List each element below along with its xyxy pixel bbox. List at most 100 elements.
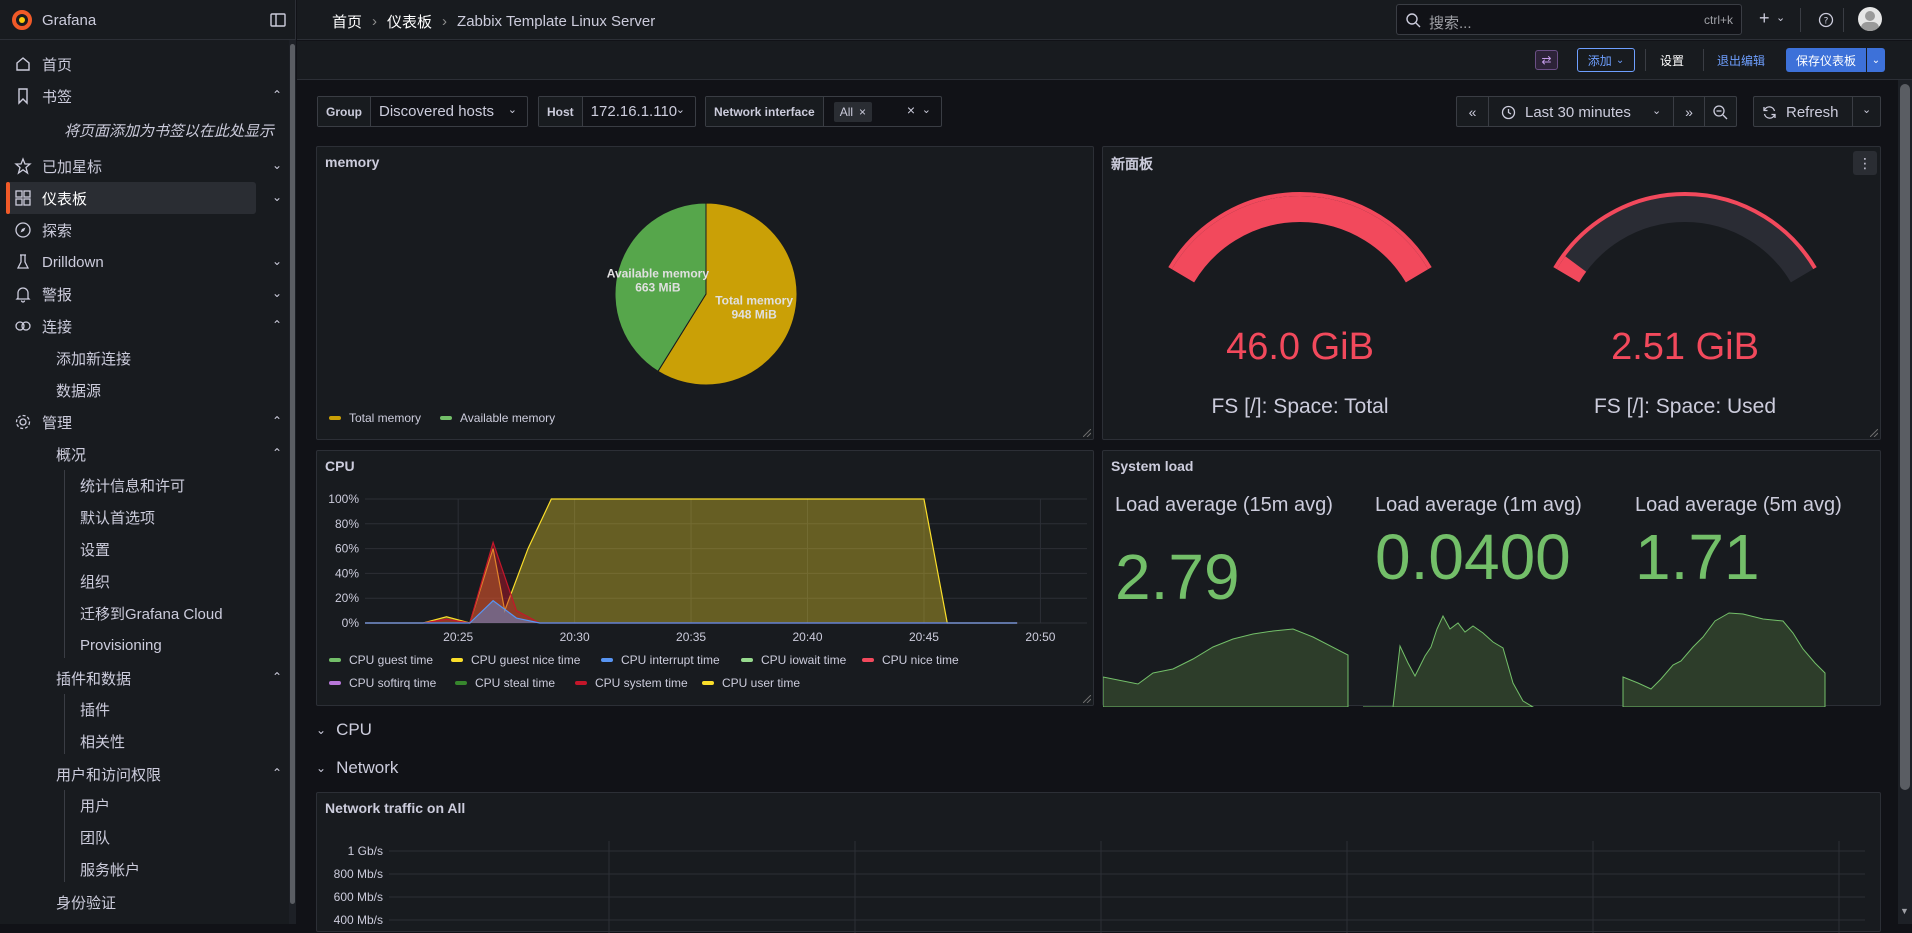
panel-network[interactable]: Network traffic on All 1 Gb/s 800 Mb/s 600…	[316, 792, 1881, 933]
nav-users-access[interactable]: 用户和访问权限 ⌃	[14, 759, 296, 789]
nav-plugins-data[interactable]: 插件和数据 ⌃	[14, 663, 296, 693]
nav-home[interactable]: 首页	[0, 49, 296, 79]
nav-bookmarks[interactable]: 书签 ⌃	[0, 81, 296, 111]
nav-add-connection[interactable]: 添加新连接	[56, 350, 132, 368]
pie-slice[interactable]	[657, 202, 798, 386]
clear-icon[interactable]: ×	[906, 102, 915, 118]
time-back-icon[interactable]: «	[1457, 97, 1489, 126]
pie-slice[interactable]	[614, 202, 707, 372]
nav-plugins[interactable]: 插件	[80, 701, 111, 719]
add-button[interactable]: 添加 ⌄	[1577, 48, 1635, 72]
variable-group[interactable]: Group Discovered hosts ⌄	[317, 96, 528, 127]
panel-cpu[interactable]: CPU 0% 20% 40% 60% 80% 100% 20:25 20:30 20:35 20:…	[316, 450, 1094, 706]
gauge-fill	[1556, 256, 1587, 283]
chevron-up-icon[interactable]: ⌃	[272, 766, 283, 780]
legend-item[interactable]: CPU guest nice time	[451, 653, 580, 667]
nav-service-accounts[interactable]: 服务帐户	[80, 861, 141, 879]
panel-new[interactable]: 新面板 ⋮ 46.0 GiB FS [/]: Space: Total 2.51 G…	[1102, 146, 1881, 440]
time-range-picker[interactable]: Last 30 minutes	[1525, 104, 1631, 121]
chevron-up-icon[interactable]: ⌃	[272, 670, 283, 684]
settings-button[interactable]: 设置	[1659, 53, 1684, 68]
legend-item[interactable]: CPU nice time	[862, 653, 959, 667]
nav-alerting[interactable]: 警报 ⌄	[0, 279, 296, 309]
legend-item[interactable]: CPU iowait time	[741, 653, 846, 667]
nav-migrate[interactable]: 迁移到Grafana Cloud	[80, 605, 223, 623]
exit-edit-button[interactable]: 退出编辑	[1716, 53, 1765, 68]
legend-item[interactable]: CPU system time	[575, 676, 688, 690]
home-icon	[16, 57, 30, 71]
row-cpu[interactable]: ⌄ CPU	[316, 718, 372, 742]
nav-admin[interactable]: 管理 ⌃	[0, 407, 296, 437]
chevron-up-icon[interactable]: ⌃	[272, 414, 283, 428]
chevron-up-icon[interactable]: ⌃	[272, 446, 283, 460]
y-tick-label: 60%	[335, 542, 359, 556]
chevron-down-icon[interactable]: ⌄	[1652, 105, 1662, 117]
chevron-down-icon[interactable]: ⌄	[272, 254, 283, 268]
nav-auth[interactable]: 身份验证	[56, 894, 117, 912]
breadcrumb-dashboards[interactable]: 仪表板	[387, 14, 433, 31]
gauge-label: FS [/]: Space: Used	[1594, 395, 1776, 418]
panel-menu-icon[interactable]: ⋮	[1853, 151, 1877, 175]
legend-item[interactable]: CPU user time	[702, 676, 800, 690]
save-options-chevron-icon[interactable]: ⌄	[1867, 48, 1885, 72]
nav-explore[interactable]: 探索	[0, 215, 296, 245]
chevron-down-icon[interactable]: ⌄	[272, 158, 283, 172]
nav-correlations[interactable]: 相关性	[80, 733, 126, 751]
legend-swatch	[329, 658, 341, 662]
close-icon[interactable]: ×	[859, 104, 867, 119]
panel-system-load[interactable]: System load Load average (15m avg) 2.79 …	[1102, 450, 1881, 707]
series-line[interactable]	[365, 599, 1018, 624]
nav-drilldown[interactable]: Drilldown ⌄	[0, 247, 296, 277]
plus-icon[interactable]: +	[1759, 8, 1770, 28]
series-line[interactable]	[365, 540, 1018, 624]
panel-memory[interactable]: memory Total memory 948 MiB Available memo…	[316, 146, 1094, 440]
nav-users[interactable]: 用户	[80, 797, 111, 815]
dock-menu-icon[interactable]	[270, 12, 286, 28]
switch-icon[interactable]: ⇄	[1535, 50, 1558, 70]
breadcrumb-home[interactable]: 首页	[332, 14, 363, 31]
chevron-down-icon[interactable]: ⌄	[272, 286, 283, 300]
legend-item[interactable]: CPU guest time	[329, 653, 433, 667]
refresh-button[interactable]: Refresh	[1786, 104, 1839, 121]
nav-dashboards[interactable]: 仪表板 ⌄	[0, 183, 296, 213]
legend-item[interactable]: CPU softirq time	[329, 676, 436, 690]
scroll-down-arrow-icon[interactable]: ▼	[1900, 906, 1909, 916]
nav-starred[interactable]: 已加星标 ⌄	[0, 151, 296, 181]
resize-handle-icon[interactable]	[1870, 429, 1878, 437]
legend-item[interactable]: CPU steal time	[455, 676, 555, 690]
search-box[interactable]: 搜索... ctrl+k	[1396, 4, 1742, 35]
zoom-out-icon[interactable]	[1712, 104, 1728, 120]
nav-teams[interactable]: 团队	[80, 829, 111, 847]
help-icon[interactable]: ?	[1818, 12, 1834, 28]
row-network[interactable]: ⌄ Network	[316, 756, 398, 780]
variable-chip[interactable]: All ×	[833, 101, 873, 122]
nav-provisioning[interactable]: Provisioning	[80, 636, 162, 654]
chevron-up-icon[interactable]: ⌃	[272, 318, 283, 332]
sidebar-scrollbar-thumb[interactable]	[290, 44, 295, 904]
time-forward-icon[interactable]: »	[1673, 97, 1705, 126]
app-name[interactable]: Grafana	[42, 12, 97, 29]
nav-default-prefs[interactable]: 默认首选项	[80, 509, 156, 527]
nav-orgs[interactable]: 组织	[80, 573, 111, 591]
resize-handle-icon[interactable]	[1083, 429, 1091, 437]
save-dashboard-button[interactable]: 保存仪表板	[1786, 48, 1866, 72]
nav-connections[interactable]: 连接 ⌃	[0, 311, 296, 341]
legend-available-memory[interactable]: Available memory	[440, 411, 555, 425]
resize-handle-icon[interactable]	[1083, 695, 1091, 703]
chevron-down-icon[interactable]: ⌄	[272, 190, 283, 204]
nav-settings[interactable]: 设置	[80, 541, 111, 559]
chevron-up-icon[interactable]: ⌃	[272, 88, 283, 102]
chevron-down-icon[interactable]: ⌄	[1776, 12, 1786, 24]
nav-datasources[interactable]: 数据源	[56, 382, 102, 400]
refresh-interval-chevron-icon[interactable]: ⌄	[1862, 104, 1872, 116]
main-scrollbar-thumb[interactable]	[1900, 84, 1910, 790]
nav-overview[interactable]: 概况 ⌃	[14, 439, 296, 469]
legend-item[interactable]: CPU interrupt time	[601, 653, 720, 667]
grafana-logo-icon[interactable]	[11, 9, 33, 31]
legend-total-memory[interactable]: Total memory	[329, 411, 421, 425]
variable-host[interactable]: Host 172.16.1.110 ⌄	[538, 96, 696, 127]
series-line[interactable]	[365, 498, 1018, 624]
nav-stats[interactable]: 统计信息和许可	[80, 477, 186, 495]
variable-network-interface[interactable]: Network interface All × × ⌄	[705, 96, 942, 127]
avatar[interactable]	[1858, 7, 1882, 31]
